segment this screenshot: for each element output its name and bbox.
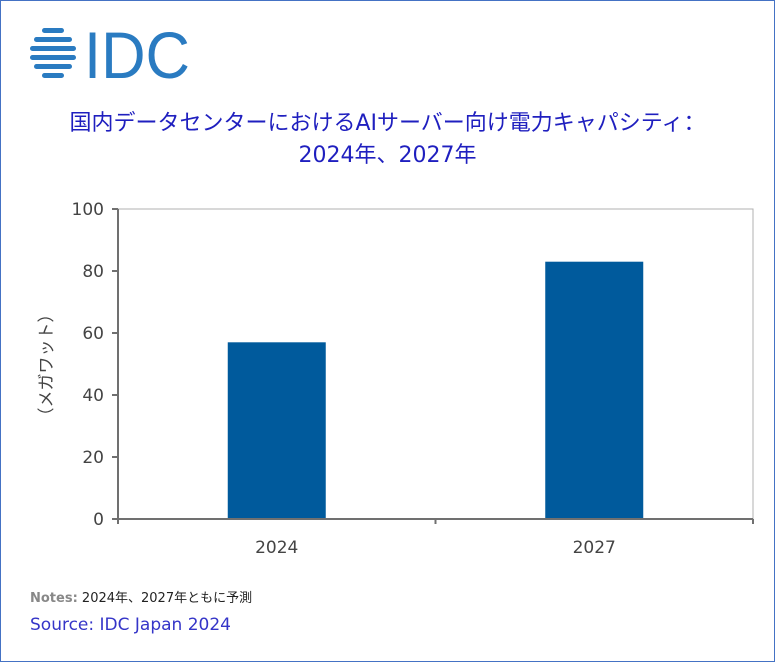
notes-label: Notes: (30, 591, 78, 606)
x-tick-label: 2027 (573, 538, 616, 558)
y-tick-label: 0 (93, 510, 104, 530)
plot-border (117, 208, 754, 520)
y-tick-label: 100 (72, 200, 104, 220)
title-line-1: 国内データセンターにおけるAIサーバー向け電力キャパシティ： (69, 111, 706, 136)
title-line-2: 2024年、2027年 (298, 143, 477, 168)
y-axis-label: （メガワット） (37, 306, 57, 425)
chart-title: 国内データセンターにおけるAIサーバー向け電力キャパシティ： 2024年、202… (0, 108, 775, 172)
y-tick-label: 60 (82, 324, 104, 344)
y-tick-label: 20 (82, 448, 104, 468)
bar-2024 (227, 342, 326, 519)
logo-text: IDC (84, 26, 190, 86)
bar-2027 (545, 261, 644, 519)
idc-logo: IDC (30, 26, 190, 86)
source: Source: IDC Japan 2024 (30, 615, 231, 635)
notes-text: 2024年、2027年ともに予測 (81, 591, 253, 606)
x-tick-label: 2024 (255, 538, 298, 558)
notes: Notes: 2024年、2027年ともに予測 (30, 587, 252, 606)
y-tick-label: 80 (82, 262, 104, 282)
y-tick-label: 40 (82, 386, 104, 406)
